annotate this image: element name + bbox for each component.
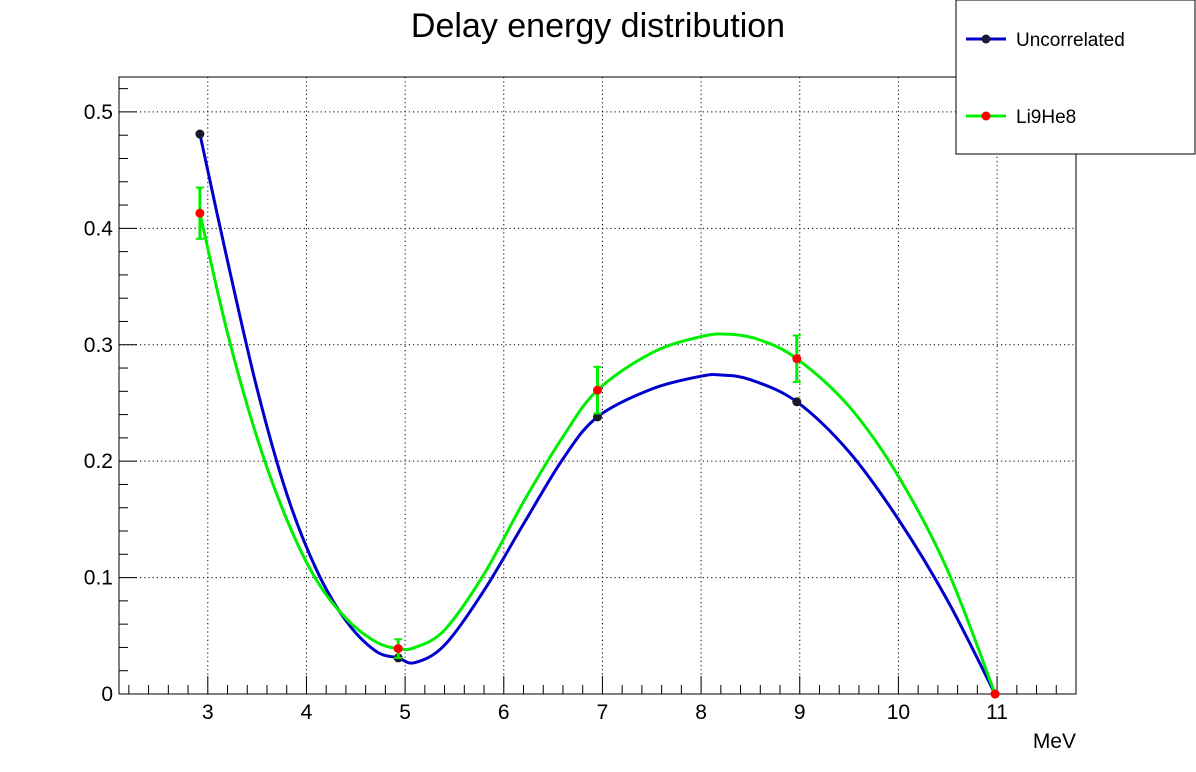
- plot-frame: [118, 76, 1077, 695]
- x-tick-label: 6: [498, 701, 510, 724]
- legend: Uncorrelated Li9He8: [955, 0, 1196, 155]
- x-axis-label: MeV: [1033, 730, 1076, 753]
- series: [195, 129, 1000, 699]
- y-tick-label: 0.5: [84, 101, 113, 124]
- legend-label-li9he8: Li9He8: [1016, 107, 1076, 128]
- tick-labels: 3 4 5 6 7 8 9 10 11 0 0.1 0.2 0.3 0.4 0.5: [84, 101, 1008, 724]
- axis-ticks: [119, 88, 1077, 695]
- y-tick-label: 0.1: [84, 567, 113, 590]
- data-point-li9he8: [990, 689, 1000, 699]
- legend-box: [955, 0, 1196, 155]
- x-tick-label: 10: [887, 701, 910, 724]
- data-point-li9he8: [195, 208, 205, 218]
- data-point-li9he8: [792, 354, 802, 364]
- y-tick-label: 0.2: [84, 450, 113, 473]
- chart-title: Delay energy distribution: [411, 7, 785, 45]
- legend-label-uncorrelated: Uncorrelated: [1016, 30, 1125, 51]
- y-tick-label: 0: [101, 683, 113, 706]
- legend-marker-uncorrelated: [981, 34, 991, 44]
- data-point-uncorrelated: [792, 397, 802, 407]
- x-tick-label: 3: [202, 701, 214, 724]
- x-tick-label: 9: [794, 701, 806, 724]
- y-tick-label: 0.4: [84, 217, 114, 240]
- legend-marker-li9he8: [981, 111, 991, 121]
- data-point-li9he8: [393, 644, 403, 654]
- series-line-uncorrelated: [198, 133, 997, 695]
- series-line-li9he8: [198, 212, 997, 695]
- data-point-uncorrelated: [593, 412, 602, 422]
- x-tick-label: 5: [399, 701, 411, 724]
- data-point-uncorrelated: [195, 129, 205, 139]
- x-tick-label: 4: [301, 701, 313, 724]
- x-tick-label: 11: [986, 701, 1008, 724]
- x-tick-label: 7: [597, 701, 609, 724]
- x-tick-label: 8: [695, 701, 707, 724]
- y-tick-label: 0.3: [84, 334, 113, 357]
- data-point-li9he8: [593, 385, 602, 395]
